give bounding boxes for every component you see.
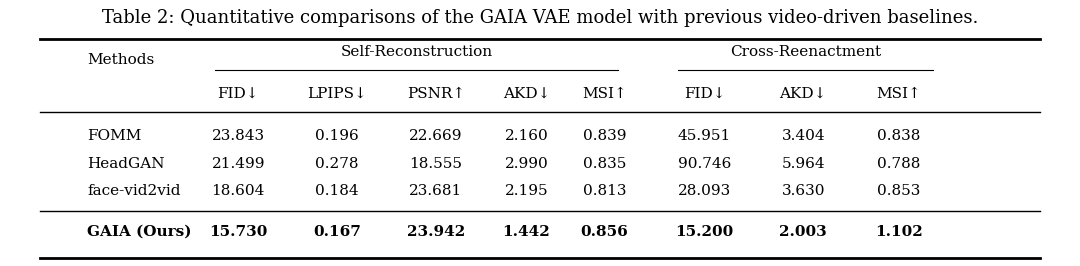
Text: MSI↑: MSI↑ [582,87,626,101]
Text: Methods: Methods [87,53,154,67]
Text: 15.730: 15.730 [210,225,268,239]
Text: PSNR↑: PSNR↑ [407,87,465,101]
Text: 2.003: 2.003 [780,225,827,239]
Text: 22.669: 22.669 [409,130,462,143]
Text: HeadGAN: HeadGAN [87,157,165,171]
Text: 0.184: 0.184 [315,184,359,198]
Text: 0.167: 0.167 [313,225,361,239]
Text: 0.839: 0.839 [583,130,626,143]
Text: FOMM: FOMM [87,130,141,143]
Text: 2.195: 2.195 [504,184,549,198]
Text: 3.404: 3.404 [782,130,825,143]
Text: MSI↑: MSI↑ [877,87,921,101]
Text: 2.160: 2.160 [504,130,549,143]
Text: 0.856: 0.856 [581,225,629,239]
Text: 18.555: 18.555 [409,157,462,171]
Text: 1.102: 1.102 [875,225,923,239]
Text: 0.813: 0.813 [583,184,626,198]
Text: 0.853: 0.853 [877,184,921,198]
Text: 15.200: 15.200 [675,225,733,239]
Text: 23.942: 23.942 [407,225,465,239]
Text: 0.278: 0.278 [315,157,359,171]
Text: LPIPS↓: LPIPS↓ [307,87,367,101]
Text: 23.843: 23.843 [212,130,265,143]
Text: GAIA (Ours): GAIA (Ours) [87,225,192,239]
Text: Cross-Reenactment: Cross-Reenactment [730,45,881,59]
Text: 90.746: 90.746 [678,157,731,171]
Text: 18.604: 18.604 [212,184,265,198]
Text: 2.990: 2.990 [504,157,549,171]
Text: 0.838: 0.838 [877,130,921,143]
Text: 21.499: 21.499 [212,157,265,171]
Text: FID↓: FID↓ [684,87,725,101]
Text: 45.951: 45.951 [678,130,731,143]
Text: face-vid2vid: face-vid2vid [87,184,180,198]
Text: 1.442: 1.442 [502,225,551,239]
Text: Self-Reconstruction: Self-Reconstruction [340,45,492,59]
Text: 23.681: 23.681 [409,184,462,198]
Text: 28.093: 28.093 [678,184,731,198]
Text: AKD↓: AKD↓ [503,87,550,101]
Text: 0.835: 0.835 [583,157,626,171]
Text: 5.964: 5.964 [782,157,825,171]
Text: AKD↓: AKD↓ [780,87,827,101]
Text: 0.196: 0.196 [315,130,359,143]
Text: 3.630: 3.630 [782,184,825,198]
Text: FID↓: FID↓ [217,87,259,101]
Text: 0.788: 0.788 [877,157,921,171]
Text: Table 2: Quantitative comparisons of the GAIA VAE model with previous video-driv: Table 2: Quantitative comparisons of the… [102,9,978,27]
